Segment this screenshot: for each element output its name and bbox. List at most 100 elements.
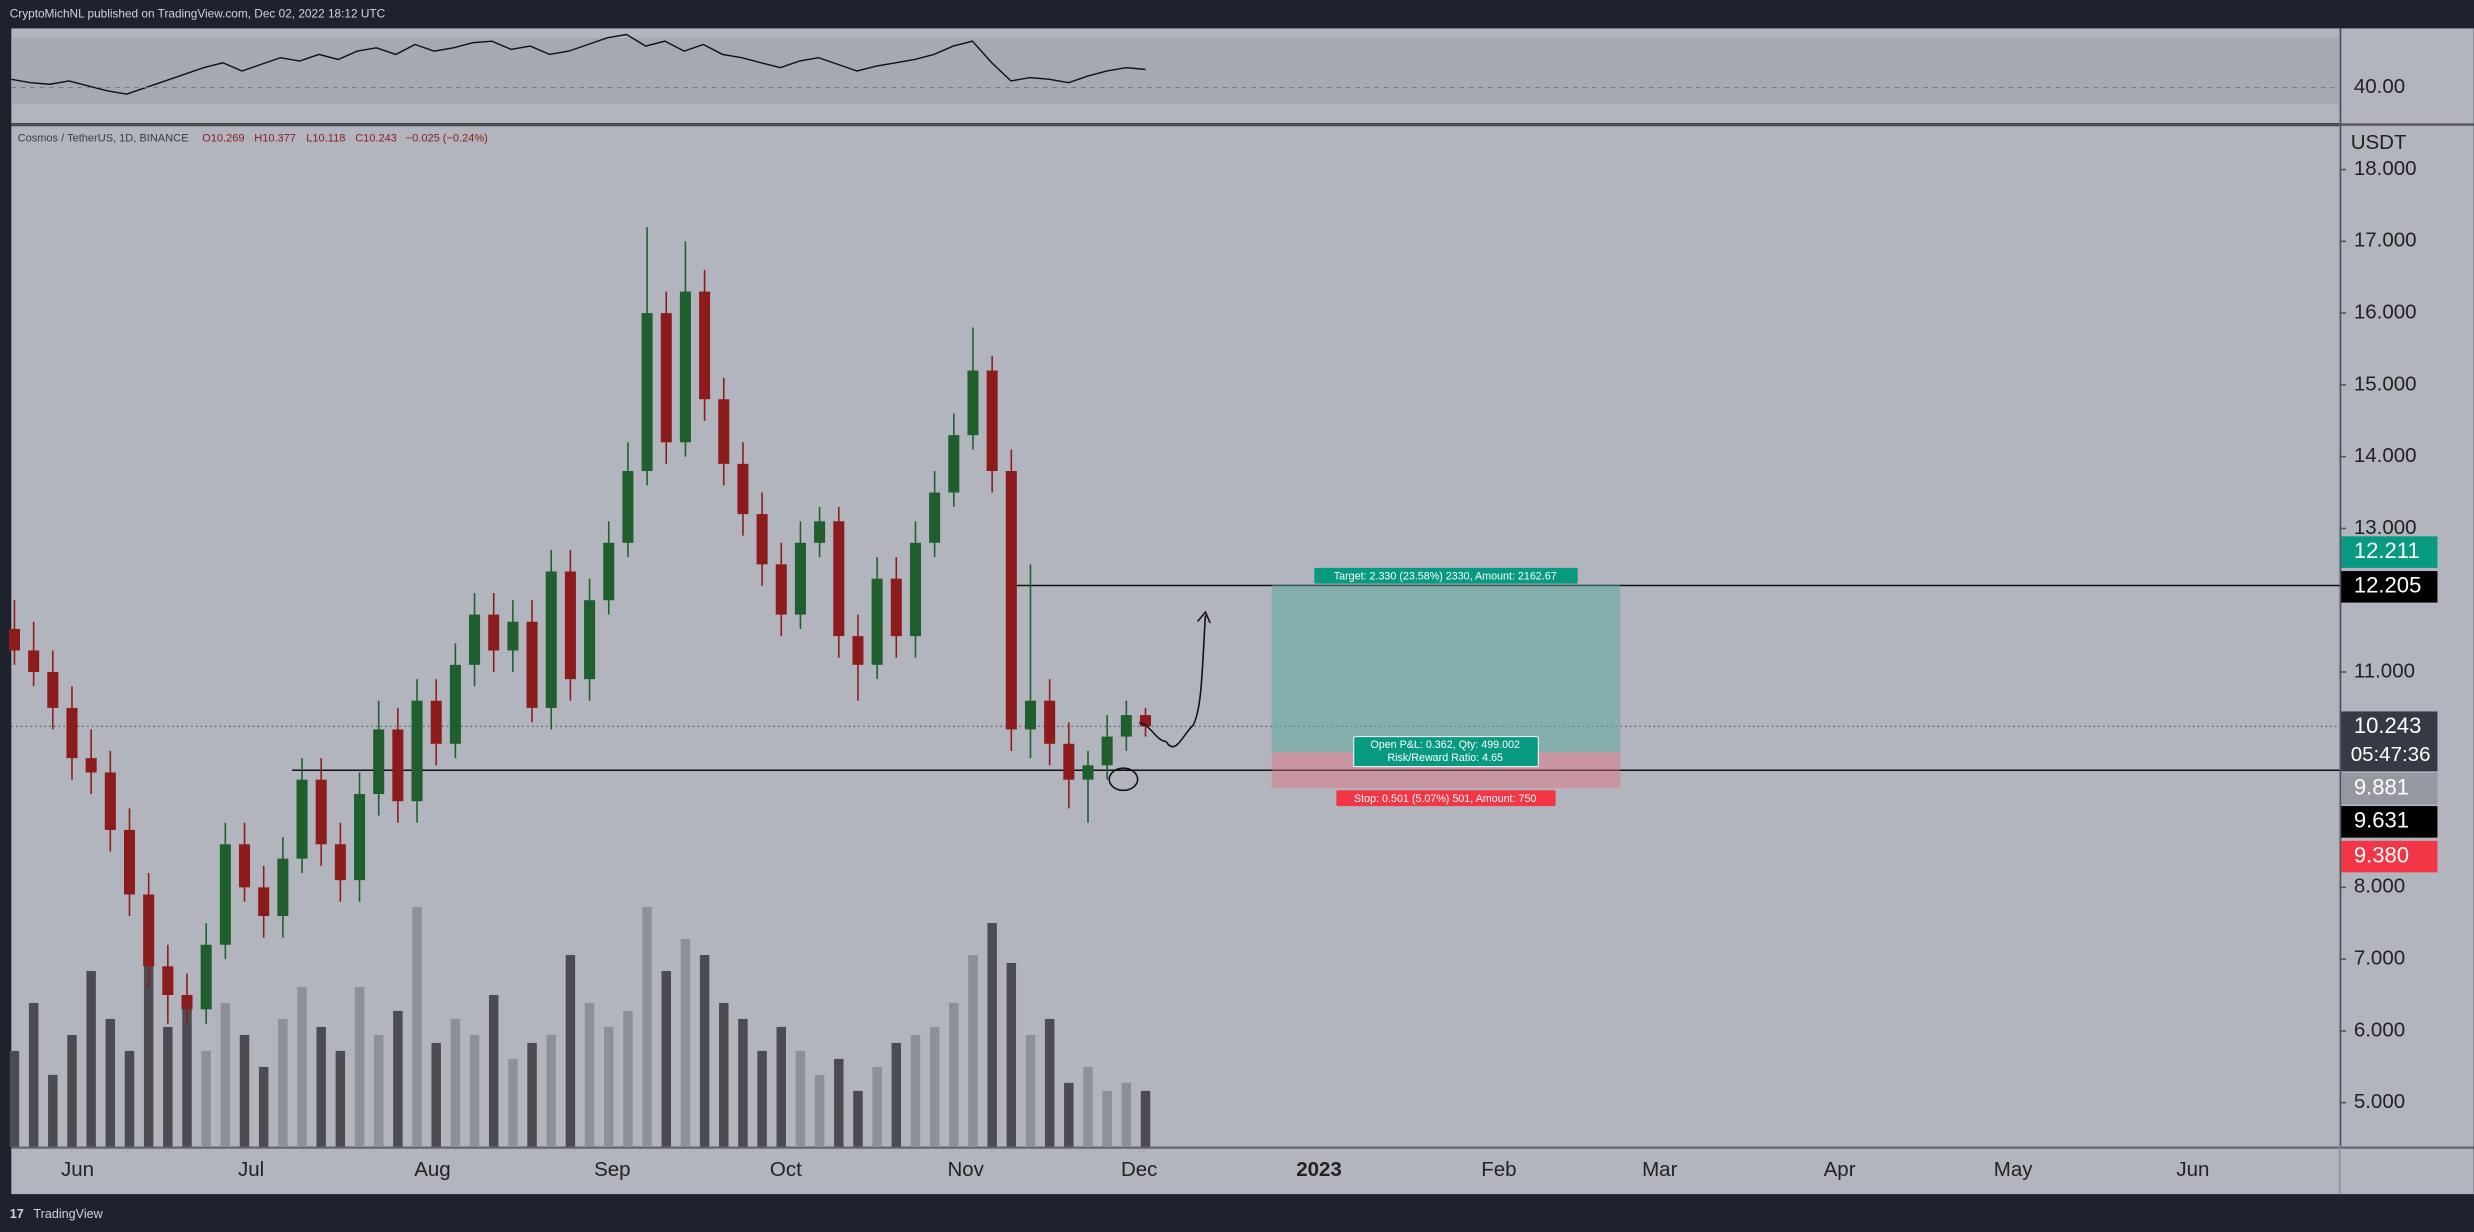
candle-body (603, 542, 615, 601)
candle-body (967, 370, 979, 436)
volume-bar (182, 994, 192, 1147)
volume-bar (105, 1018, 116, 1147)
price-badge-label: 12.211 (2354, 538, 2420, 563)
volume-bar (354, 986, 365, 1147)
rsi-line (11, 33, 1146, 95)
candle-body (1101, 736, 1113, 766)
stop-label: Stop: 0.501 (5.07%) 501, Amount: 750 (1354, 793, 1536, 805)
candle-body (564, 571, 576, 680)
candle-body (1024, 700, 1037, 730)
volume-bar (488, 994, 499, 1147)
volume-bar (738, 1018, 748, 1147)
volume-bar (527, 1042, 537, 1147)
target-label-bg (1314, 567, 1578, 584)
legend-high: H10.377 (254, 133, 296, 145)
price-badge-label: 9.380 (2354, 842, 2409, 867)
volume-bar (1064, 1082, 1074, 1147)
volume-bar (163, 1026, 173, 1147)
legend-low: L10.118 (306, 133, 345, 145)
candle-body (392, 729, 404, 802)
candle-body (200, 944, 212, 1010)
volume-bar (239, 1034, 250, 1147)
candle-body (852, 636, 864, 665)
volume-bar (891, 1042, 902, 1147)
countdown: 05:47:36 (2351, 743, 2431, 766)
drawn-arrow (1165, 615, 1207, 748)
volume-bar (814, 1074, 825, 1147)
plot: 18.000 17.000 16.000 15.000 14.000 13.000 11.0… (8, 33, 2438, 1181)
volume-bar (604, 1026, 614, 1147)
pnl-label-bg (1353, 736, 1539, 768)
price-badge-label: 9.631 (2354, 808, 2409, 833)
volume-bar (834, 1058, 844, 1147)
candle-body (699, 291, 711, 400)
volume-bar (699, 954, 710, 1147)
volume-bar (853, 1090, 863, 1147)
volume-bar (565, 954, 576, 1147)
candle-body (986, 370, 998, 472)
volume-bar (124, 1050, 135, 1147)
time-label: Mar (1642, 1158, 1677, 1181)
volume-bar (469, 1034, 480, 1147)
price-tick-label: 6.000 (2354, 1018, 2405, 1041)
candle-body (143, 894, 155, 967)
volume-bar (412, 907, 422, 1147)
volume-bar (757, 1050, 767, 1147)
candle-body (622, 471, 634, 543)
candle-body (718, 399, 730, 464)
candle-body (929, 492, 941, 543)
candle-body (373, 729, 385, 795)
price-badge-label: 12.205 (2354, 573, 2422, 598)
time-label: Nov (947, 1158, 984, 1181)
volume-bar (1140, 1090, 1151, 1147)
stop-label-bg (1336, 790, 1556, 807)
volume-bar (86, 970, 96, 1147)
candle-body (794, 542, 806, 615)
volume-bar (220, 1002, 231, 1147)
volume-bar (929, 1026, 940, 1147)
price-badge (2341, 711, 2438, 772)
candle-body (315, 779, 327, 845)
rsi-band (11, 37, 2340, 105)
volume-bar (1121, 1082, 1132, 1147)
header-text: CryptoMichNL published on TradingView.co… (10, 6, 386, 20)
price-tick-label: 13.000 (2354, 516, 2417, 539)
candle-body (1005, 471, 1017, 730)
footer-logo: 17 (10, 1207, 24, 1221)
candle-body (219, 844, 231, 945)
volume-bar (67, 1034, 77, 1147)
candle-body (545, 571, 557, 708)
time-axis (11, 1148, 2474, 1195)
time-label: Jun (2176, 1158, 2209, 1181)
candle-body (296, 779, 308, 859)
time-label: Jun (61, 1158, 94, 1181)
time-label: Jul (238, 1158, 264, 1181)
candle-body (1082, 765, 1094, 780)
candle-body (1044, 700, 1056, 744)
candle-body (909, 542, 921, 637)
volume-bar (28, 1002, 39, 1147)
candle-body (85, 758, 97, 773)
volume-bar (872, 1066, 882, 1147)
price-unit: USDT (2351, 131, 2407, 154)
price-badge (2341, 772, 2438, 805)
legend-symbol: Cosmos / TetherUS, 1D, BINANCE (18, 133, 189, 145)
volume-bar (278, 1018, 288, 1147)
price-badge-label: 10.243 (2354, 713, 2422, 738)
time-label: 2023 (1296, 1158, 1342, 1181)
pnl-label: Open P&L: 0.362, Qty: 499.002 (1370, 739, 1520, 751)
volume-bar (335, 1050, 346, 1147)
price-badge (2341, 840, 2438, 873)
price-badge (2341, 571, 2438, 603)
drawn-arrow (1138, 721, 1167, 743)
candle-body (181, 995, 193, 1010)
candle-body (871, 578, 883, 665)
volume-bar (987, 923, 997, 1147)
rsi-level-label: 40.00 (2354, 75, 2405, 98)
price-tick-label: 8.000 (2354, 875, 2405, 898)
price-tick-label: 14.000 (2354, 444, 2417, 467)
volume-bar (1083, 1066, 1093, 1147)
volume-bar (642, 907, 652, 1147)
